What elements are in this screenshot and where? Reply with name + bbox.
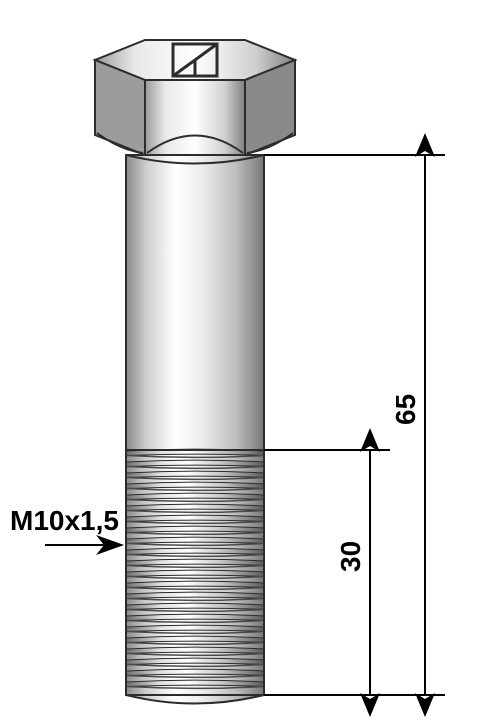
thread-spec-label: M10x1,5 <box>10 505 119 536</box>
bolt-head <box>95 40 295 155</box>
total-length-label: 65 <box>390 394 421 425</box>
bolt-diagram: M10x1,5 30 65 <box>0 0 500 728</box>
thread-length-label: 30 <box>335 541 366 572</box>
